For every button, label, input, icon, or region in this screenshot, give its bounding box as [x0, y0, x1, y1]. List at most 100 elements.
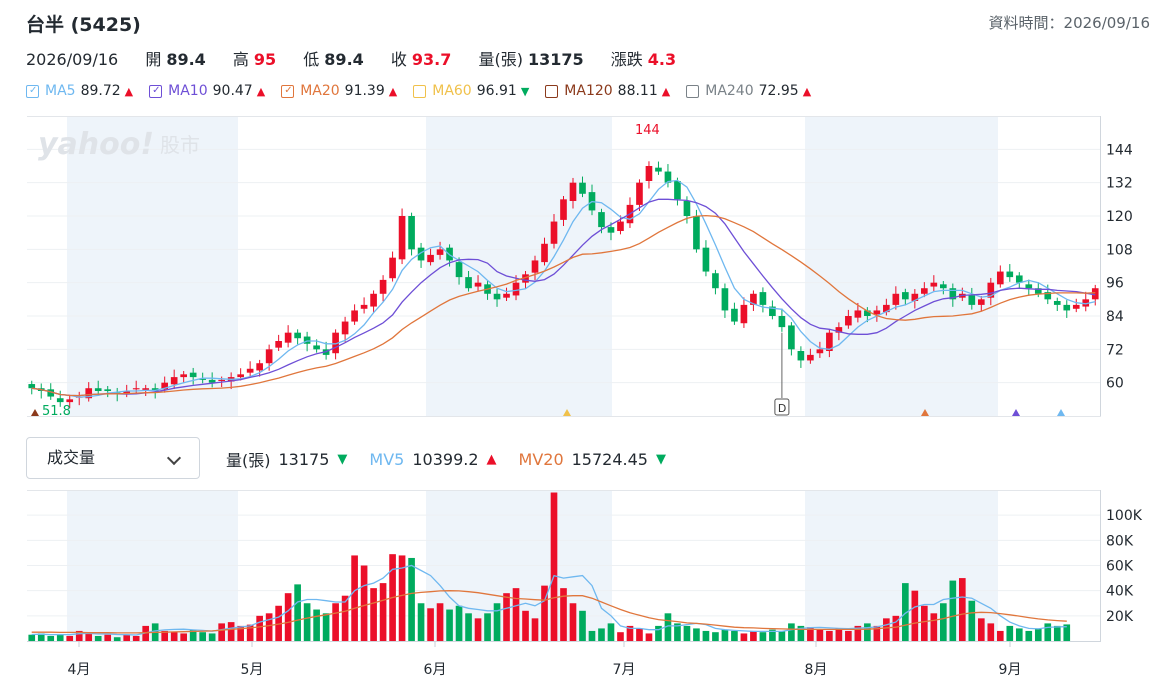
mv5-label: MV5 — [369, 449, 405, 469]
watermark-suffix: 股市 — [160, 133, 200, 157]
ma-label: MA60 — [432, 83, 472, 99]
candle — [911, 293, 919, 301]
volume-bar — [1015, 628, 1023, 641]
candle — [873, 310, 881, 315]
y-tick-label: 144 — [1106, 142, 1133, 158]
indicator-select[interactable]: 成交量 — [26, 437, 200, 479]
volume-bar — [408, 557, 415, 641]
price-chart[interactable]: 60 72 84 96 108 120 132 144 yahoo! 股市 144 51.8 D — [0, 116, 1172, 418]
volume-bar — [996, 630, 1004, 641]
candle — [85, 388, 93, 399]
x-tick-label: 9月 — [999, 662, 1022, 678]
arrow-down-icon: ▼ — [337, 451, 348, 467]
y-tick-label: 20K — [1106, 609, 1134, 625]
candle — [883, 304, 890, 313]
candle — [797, 351, 805, 361]
candle — [712, 273, 719, 289]
candle — [731, 308, 738, 322]
volume-bar — [636, 628, 643, 641]
ma-value: 90.47 — [212, 83, 253, 99]
candle — [332, 332, 339, 354]
arrow-icon: ▲ — [124, 84, 134, 98]
ma-toggle-ma10[interactable]: ✓ MA10 90.47 ▲ — [149, 83, 265, 99]
arrow-up-icon: ▲ — [486, 451, 497, 467]
x-tick-label: 6月 — [424, 662, 447, 678]
candle — [142, 388, 150, 390]
ma-value: 96.91 — [476, 83, 517, 99]
volume-bar — [778, 630, 786, 641]
volume-bar — [683, 625, 691, 641]
candle — [864, 310, 871, 316]
checkbox-icon[interactable]: ✓ — [281, 84, 295, 98]
volume-bar — [579, 610, 586, 641]
candle — [550, 221, 558, 244]
volume-bar — [750, 630, 757, 641]
arrow-icon: ▲ — [802, 84, 812, 98]
candle — [921, 288, 928, 294]
ma-toggle-ma60[interactable]: MA60 96.91 ▼ — [413, 83, 529, 99]
volume-bar — [360, 565, 368, 641]
volume-bar — [427, 608, 434, 641]
volume-bar — [170, 632, 178, 641]
candle — [655, 167, 662, 172]
checkbox-icon[interactable] — [413, 84, 427, 98]
volume-bar — [455, 605, 463, 641]
candle — [132, 388, 140, 390]
volume-bar — [218, 623, 225, 641]
volume-bar — [541, 585, 548, 641]
candle — [218, 379, 225, 381]
candle — [512, 282, 520, 296]
signal-marker-icon — [1012, 409, 1020, 416]
candle — [503, 293, 510, 298]
volume-bar — [977, 618, 985, 641]
checkbox-icon[interactable] — [545, 84, 559, 98]
checkbox-icon[interactable] — [686, 84, 700, 98]
ma-value: 91.39 — [344, 83, 385, 99]
ma-toggle-ma5[interactable]: ✓ MA5 89.72 ▲ — [26, 83, 133, 99]
ma-toggle-ma240[interactable]: MA240 72.95 ▲ — [686, 83, 811, 99]
candle — [1006, 271, 1014, 278]
candle — [47, 389, 55, 397]
vol-label: 量(張) — [226, 451, 271, 470]
low-value: 89.4 — [324, 50, 364, 69]
candle — [579, 182, 586, 194]
volume-bar — [769, 629, 776, 641]
candle — [816, 349, 824, 354]
volume-bar — [123, 634, 131, 641]
candle — [987, 282, 995, 298]
volume-bar — [398, 555, 406, 641]
quote-date: 2026/09/16 — [26, 50, 119, 69]
candle — [740, 304, 748, 324]
candle — [66, 399, 74, 403]
candle — [664, 171, 672, 183]
volume-bar — [1053, 625, 1061, 641]
candle — [189, 372, 197, 378]
volume-chart[interactable]: 20K 40K 60K 80K 100K 4月 5月 6月 7月 8月 9月 — [0, 490, 1172, 690]
checkbox-icon[interactable]: ✓ — [149, 84, 163, 98]
candle — [826, 332, 833, 351]
volume-bar — [161, 630, 169, 641]
ma-toggle-ma20[interactable]: ✓ MA20 91.39 ▲ — [281, 83, 397, 99]
volume-bar — [588, 630, 596, 641]
ma-label: MA10 — [168, 83, 208, 99]
volume-bar — [75, 630, 83, 641]
volume-bar — [332, 603, 339, 641]
volume-bar — [883, 618, 890, 641]
checkbox-icon[interactable]: ✓ — [26, 84, 39, 98]
arrow-icon: ▲ — [256, 84, 266, 98]
candle — [1015, 275, 1023, 283]
volume-bar — [816, 629, 824, 641]
candle — [1034, 288, 1042, 294]
candle — [674, 181, 681, 200]
check-icon: ✓ — [29, 84, 38, 96]
x-tick-label: 5月 — [241, 662, 264, 678]
event-marker-icon — [774, 398, 790, 416]
candle — [968, 295, 976, 305]
volume-bar — [607, 623, 615, 641]
volume-bar — [256, 615, 263, 641]
volume-bar — [987, 623, 995, 641]
candle — [531, 260, 539, 273]
ma-toggle-ma120[interactable]: MA120 88.11 ▲ — [545, 83, 670, 99]
page-title: 台半 (5425) — [26, 14, 141, 36]
candle — [769, 306, 776, 316]
